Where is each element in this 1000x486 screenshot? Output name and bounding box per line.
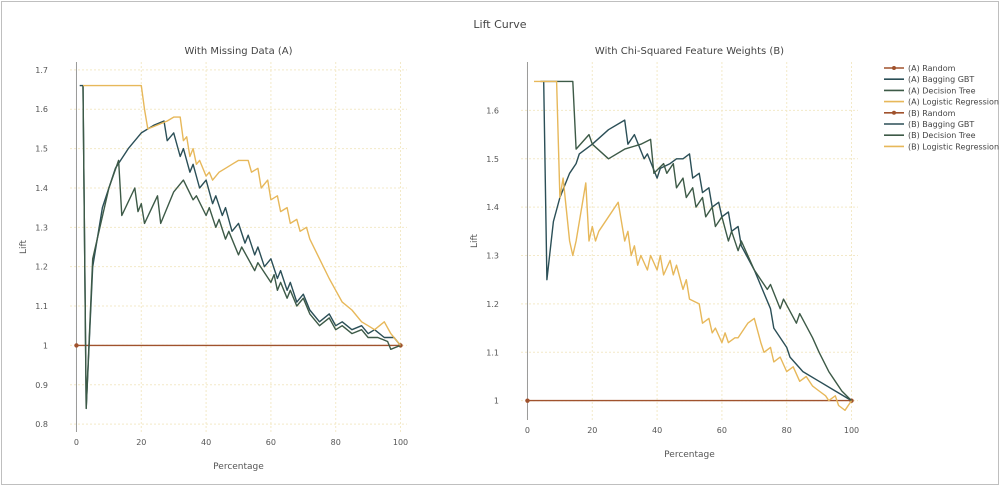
legend-label: (B) Random — [908, 109, 956, 118]
x-tick-label: 0 — [74, 438, 79, 447]
panel-title: With Chi-Squared Feature Weights (B) — [595, 46, 784, 57]
y-tick-label: 1.3 — [486, 252, 499, 261]
y-tick-label: 1 — [494, 397, 499, 406]
legend-marker — [892, 66, 896, 70]
legend-label: (A) Bagging GBT — [908, 75, 974, 84]
y-tick-label: 1.7 — [35, 66, 48, 75]
legend-item[interactable]: (A) Random — [884, 64, 956, 73]
y-tick-label: 1.2 — [486, 300, 499, 309]
x-tick-label: 80 — [331, 438, 341, 447]
y-tick-label: 1.6 — [35, 105, 48, 114]
series-line-b-logistic-regression — [534, 80, 853, 411]
legend-item[interactable]: (B) Decision Tree — [884, 131, 976, 140]
y-tick-label: 1.3 — [35, 223, 48, 232]
legend-label: (A) Logistic Regression — [908, 98, 999, 107]
legend-label: (B) Decision Tree — [908, 131, 976, 140]
y-tick-label: 1.5 — [486, 155, 499, 164]
series-line-b-bagging-gbt — [543, 81, 852, 402]
y-tick-label: 1.4 — [35, 184, 48, 193]
series-point-b-random — [525, 398, 530, 403]
y-axis-label: Lift — [470, 234, 480, 249]
series-point-a-random — [74, 343, 79, 348]
y-tick-label: 1.6 — [486, 106, 499, 115]
series-line-b-decision-tree — [540, 80, 852, 402]
legend-item[interactable]: (B) Bagging GBT — [884, 120, 974, 129]
x-tick-label: 20 — [587, 426, 597, 435]
x-tick-label: 100 — [844, 426, 859, 435]
x-tick-label: 100 — [393, 438, 408, 447]
legend-marker — [892, 110, 896, 115]
series-line-a-decision-tree — [82, 85, 401, 410]
y-tick-label: 1.4 — [486, 203, 499, 212]
legend-label: (B) Bagging GBT — [908, 120, 974, 129]
series-line-a-bagging-gbt — [79, 84, 402, 410]
legend-label: (A) Decision Tree — [908, 86, 976, 95]
x-tick-label: 60 — [266, 438, 276, 447]
panel-a: 0 20 40 60 80 100 0.8 0.9 1 1.1 1.2 1.3 1.4 1.5 1.6 1.7… — [19, 46, 408, 472]
legend-item[interactable]: (A) Decision Tree — [884, 86, 976, 95]
series-line-a-logistic-regression — [83, 84, 402, 346]
legend-item[interactable]: (A) Bagging GBT — [884, 75, 974, 84]
legend-label: (A) Random — [908, 64, 956, 73]
panel-b: 0 20 40 60 80 100 1 1.1 1.2 1.3 1.4 1.5 1.6 With Chi-… — [470, 46, 859, 460]
y-tick-label: 1 — [43, 341, 48, 350]
panel-title: With Missing Data (A) — [184, 46, 292, 57]
legend-item[interactable]: (B) Logistic Regression — [884, 142, 999, 151]
x-tick-label: 20 — [136, 438, 146, 447]
y-tick-label: 0.9 — [35, 381, 48, 390]
x-tick-label: 40 — [652, 426, 662, 435]
legend: (A) Random (A) Bagging GBT (A) Decision Tr… — [884, 64, 999, 151]
y-tick-label: 1.2 — [35, 263, 48, 272]
y-axis-label: Lift — [19, 240, 29, 255]
y-tick-label: 1.5 — [35, 145, 48, 154]
legend-item[interactable]: (B) Random — [884, 109, 956, 118]
x-tick-label: 80 — [782, 426, 792, 435]
chart-main-title: Lift Curve — [473, 18, 527, 31]
x-axis-label: Percentage — [213, 462, 264, 472]
y-tick-label: 1.1 — [486, 348, 499, 357]
y-tick-label: 1.1 — [35, 302, 48, 311]
legend-label: (B) Logistic Regression — [908, 142, 999, 151]
x-axis-label: Percentage — [664, 450, 715, 460]
legend-item[interactable]: (A) Logistic Regression — [884, 98, 999, 107]
x-tick-label: 60 — [717, 426, 727, 435]
x-tick-label: 0 — [525, 426, 530, 435]
y-tick-label: 0.8 — [35, 420, 48, 429]
x-tick-label: 40 — [201, 438, 211, 447]
